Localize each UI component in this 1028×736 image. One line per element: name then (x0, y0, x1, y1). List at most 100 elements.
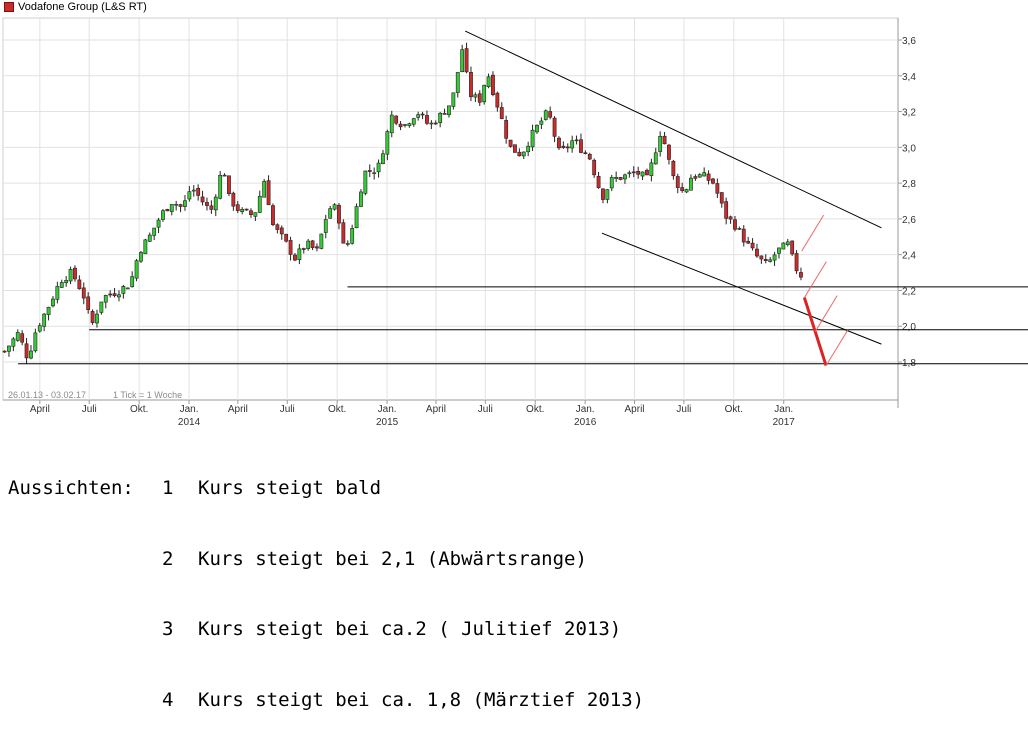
candle (746, 236, 751, 244)
candle-body (482, 84, 487, 103)
candle (156, 217, 161, 234)
candle (165, 208, 170, 212)
candle (59, 279, 64, 289)
candle (2, 350, 7, 353)
candle-body (548, 111, 553, 118)
candle (257, 190, 262, 214)
candle-body (161, 210, 165, 220)
candle-body (64, 280, 69, 284)
candle (411, 117, 416, 127)
x-tick-label: Okt. (130, 404, 148, 415)
candle-body (196, 188, 201, 196)
candle (587, 152, 592, 161)
candle-body (328, 208, 333, 219)
candle-body (455, 72, 460, 93)
candle-body (763, 259, 768, 261)
candle-body (244, 208, 249, 211)
candle-body (609, 177, 614, 189)
candle (631, 166, 636, 178)
candle (301, 247, 306, 254)
note-row-4: 4 Kurs steigt bei ca. 1,8 (Märztief 2013) (8, 689, 644, 713)
candle-body (693, 176, 698, 179)
candle (345, 240, 350, 247)
candle-body (165, 209, 170, 212)
candle-body (772, 254, 777, 261)
candle (354, 203, 359, 229)
candle-body (55, 286, 60, 300)
candle (623, 173, 627, 184)
candle (482, 84, 487, 105)
candle-body (15, 332, 20, 341)
candle-body (51, 298, 55, 307)
y-tick-label: 2,6 (902, 215, 916, 226)
candle-body (442, 113, 447, 115)
candle (64, 276, 69, 287)
candle (222, 173, 227, 177)
candle-body (530, 129, 535, 148)
candle (372, 167, 377, 180)
candle (367, 164, 372, 178)
candle (535, 124, 539, 134)
candle-body (169, 204, 174, 212)
candle (24, 337, 29, 364)
candle (495, 91, 500, 112)
candle-body (394, 115, 399, 124)
candle (231, 191, 236, 211)
candle (235, 200, 240, 214)
candle (645, 168, 649, 176)
candle (561, 141, 566, 149)
candle-body (108, 293, 113, 296)
candle-body (601, 188, 605, 200)
candle-body (354, 206, 359, 229)
candle (68, 266, 73, 285)
candle-body (587, 153, 592, 160)
candle-body (271, 205, 275, 226)
upward-arrow (803, 261, 827, 298)
candle (90, 309, 95, 325)
candle (777, 247, 781, 259)
candle (227, 175, 231, 197)
candle (103, 294, 108, 309)
candle (689, 174, 693, 191)
candle-body (711, 178, 715, 184)
candle (191, 185, 196, 197)
candle (306, 238, 311, 251)
candle-body (20, 333, 25, 343)
candle (627, 170, 632, 178)
candle (711, 177, 715, 185)
candle (794, 250, 799, 274)
candle (33, 328, 38, 353)
candle (728, 215, 733, 224)
candle (570, 135, 575, 153)
note-number: 2 (162, 547, 174, 570)
candle-body (623, 174, 627, 180)
candle-body (345, 243, 350, 245)
candle (389, 110, 394, 138)
candle (486, 73, 491, 89)
note-row-3: 3 Kurs steigt bei ca.2 ( Julitief 2013) (8, 618, 644, 642)
candle (121, 284, 126, 299)
candle-body (367, 170, 372, 172)
candle-body (77, 279, 82, 290)
candle (95, 309, 99, 328)
candle-body (438, 112, 443, 124)
candle (99, 301, 104, 315)
candle (799, 267, 803, 281)
candle (134, 258, 139, 282)
candle-body (363, 170, 368, 194)
candle (684, 188, 689, 194)
candle-body (411, 118, 416, 125)
upward-arrow (801, 214, 825, 252)
candle (275, 223, 280, 234)
candle (183, 195, 187, 211)
x-tick-label: Juli (280, 404, 295, 415)
candle-body (794, 253, 799, 272)
candle (196, 184, 201, 201)
candle-body (759, 255, 764, 260)
candle (601, 188, 605, 204)
candle-body (460, 49, 465, 72)
candle (473, 92, 478, 103)
candle-body (407, 123, 412, 127)
candle-body (68, 269, 73, 282)
